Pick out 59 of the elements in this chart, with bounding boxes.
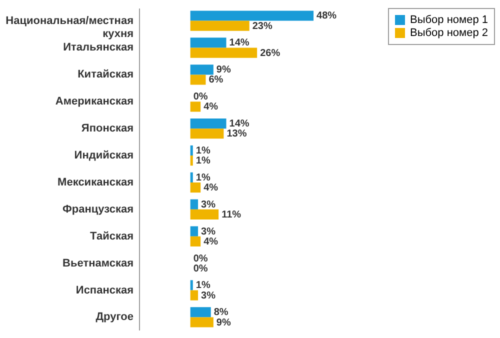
data-label: 1% <box>196 280 210 292</box>
data-label: 14% <box>229 118 250 130</box>
data-label: 8% <box>214 307 228 318</box>
data-label: 6% <box>208 74 224 86</box>
data-label: 3% <box>201 226 216 238</box>
bar <box>190 236 201 246</box>
bar <box>190 102 201 112</box>
data-label: 4% <box>204 102 218 113</box>
data-label: 13% <box>226 128 247 140</box>
legend-label: Выбор номер 1 <box>410 14 488 26</box>
data-label: 48% <box>316 10 337 22</box>
data-label: 0% <box>193 263 208 274</box>
data-label: 1% <box>196 172 210 184</box>
data-label: 11% <box>222 209 242 220</box>
data-label: 14% <box>229 38 250 49</box>
data-label: 1% <box>196 156 210 167</box>
bar <box>190 156 193 166</box>
data-label: 4% <box>204 182 218 194</box>
data-label: 0% <box>193 92 208 103</box>
bar <box>190 38 226 48</box>
y-tick-label: Мексиканская <box>58 176 134 188</box>
y-tick-label: Другое <box>96 311 134 324</box>
bar <box>190 118 226 129</box>
data-label: 0% <box>193 253 208 264</box>
data-label: 26% <box>260 48 280 59</box>
y-tick-label: Вьетнамская <box>62 257 134 270</box>
bar <box>190 209 219 220</box>
y-tick-label: Итальянская <box>63 42 134 54</box>
y-tick-label: Индийская <box>74 150 134 162</box>
bar <box>190 172 193 182</box>
y-tick-label: Французская <box>62 203 134 216</box>
bar <box>190 74 206 85</box>
bar <box>190 226 198 236</box>
bar <box>190 128 224 139</box>
bar <box>190 199 198 210</box>
data-label: 3% <box>201 290 216 302</box>
legend-label: Выбор номер 2 <box>410 27 488 39</box>
data-label: 3% <box>201 199 216 210</box>
data-label: 9% <box>216 317 231 328</box>
bar <box>190 10 314 21</box>
y-tick-label: Китайская <box>78 68 134 81</box>
bar <box>190 280 193 290</box>
bar <box>190 307 211 318</box>
bar <box>190 64 214 75</box>
y-tick-label: Американская <box>55 96 134 108</box>
bar <box>190 182 201 193</box>
y-tick-label: Тайская <box>90 230 134 242</box>
bar <box>190 20 250 31</box>
y-tick-label: Японская <box>81 122 134 135</box>
data-label: 9% <box>216 64 231 76</box>
bar <box>190 317 214 328</box>
bar <box>190 48 258 58</box>
y-tick-label: Испанская <box>76 284 134 296</box>
y-tick-label: Национальная/местная кухня <box>6 14 134 40</box>
data-label: 4% <box>204 236 218 248</box>
data-label: 1% <box>196 145 210 156</box>
bar <box>190 145 193 156</box>
bar <box>190 290 198 300</box>
data-label: 23% <box>252 20 272 32</box>
